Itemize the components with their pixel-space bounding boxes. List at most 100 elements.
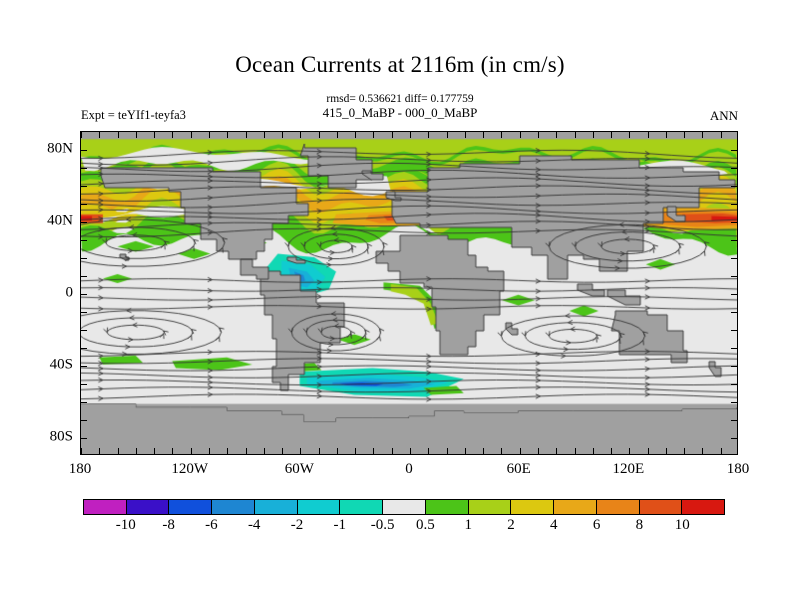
- colorbar-segment: [212, 500, 255, 514]
- colorbar-segment: [639, 500, 683, 514]
- x-axis-tick: [99, 132, 101, 138]
- x-axis-tick: [428, 132, 430, 138]
- colorbar-tick-label: 10: [674, 517, 690, 533]
- x-axis-tick-label: 60W: [284, 461, 314, 477]
- x-axis-tick: [665, 448, 667, 454]
- statistics-label: rmsd= 0.536621 diff= 0.177759: [326, 93, 474, 105]
- colorbar-tick-label: -10: [115, 517, 136, 533]
- x-axis-tick: [263, 448, 265, 454]
- x-axis-tick: [501, 448, 503, 454]
- y-axis-tick: [81, 150, 87, 151]
- x-axis-tick: [702, 448, 704, 454]
- y-axis-tick: [81, 402, 87, 403]
- x-axis-tick: [519, 132, 521, 138]
- colorbar-segment: [340, 500, 384, 514]
- y-axis-tick: [731, 204, 737, 205]
- y-axis-tick: [731, 402, 737, 403]
- x-axis-tick: [245, 448, 247, 454]
- x-axis-tick: [391, 448, 393, 454]
- colorbar-segment: [554, 500, 597, 514]
- y-axis-tick: [731, 438, 737, 439]
- y-axis-tick: [731, 420, 737, 421]
- colorbar-segment: [596, 500, 640, 514]
- y-axis-tick: [81, 276, 87, 277]
- x-axis-tick: [208, 448, 210, 454]
- x-axis-tick: [720, 448, 722, 454]
- x-axis-tick: [135, 448, 137, 454]
- x-axis-tick: [172, 132, 174, 138]
- y-axis-tick: [81, 258, 87, 259]
- x-axis-tick-label: 180: [68, 461, 92, 477]
- x-axis-tick: [574, 448, 576, 454]
- x-axis-tick: [537, 448, 539, 454]
- x-axis-tick: [501, 132, 503, 138]
- x-axis-tick: [592, 132, 594, 138]
- y-axis-tick: [81, 204, 87, 205]
- x-axis-tick: [684, 448, 686, 454]
- colorbar-tick-label: 0.5: [416, 517, 435, 533]
- x-axis-tick: [81, 448, 82, 454]
- x-axis-tick: [574, 132, 576, 138]
- x-axis-tick: [355, 448, 357, 454]
- y-axis-tick: [731, 366, 737, 367]
- x-axis-tick: [464, 448, 466, 454]
- x-axis-tick: [391, 132, 393, 138]
- x-axis-tick: [611, 132, 613, 138]
- y-axis-tick: [731, 384, 737, 385]
- colorbar-tick-label: -2: [290, 517, 304, 533]
- x-axis-tick-label: 0: [405, 461, 413, 477]
- x-axis-tick: [647, 448, 649, 454]
- x-axis-tick: [190, 132, 192, 138]
- colorbar-segment: [84, 500, 127, 514]
- x-axis-tick: [373, 132, 375, 138]
- x-axis-tick-label: 120E: [612, 461, 645, 477]
- case-label: 415_0_MaBP - 000_0_MaBP: [322, 105, 478, 120]
- x-axis-tick: [282, 448, 284, 454]
- y-axis-tick: [81, 168, 87, 169]
- y-axis-tick: [81, 186, 87, 187]
- colorbar-segment: [511, 500, 555, 514]
- y-axis-tick: [81, 348, 87, 349]
- colorbar: [83, 499, 725, 515]
- x-axis-tick: [318, 448, 320, 454]
- x-axis-tick: [464, 132, 466, 138]
- season-label: ANN: [709, 108, 738, 123]
- y-axis-tick: [731, 348, 737, 349]
- colorbar-tick-label: -6: [205, 517, 218, 533]
- page-title: Ocean Currents at 2116m (in cm/s): [235, 52, 565, 77]
- y-axis-tick: [731, 330, 737, 331]
- x-axis-tick: [483, 132, 485, 138]
- colorbar-tick-label: -8: [162, 517, 175, 533]
- x-axis-tick: [629, 448, 631, 454]
- x-axis-tick: [373, 448, 375, 454]
- x-axis-tick-label: 120W: [171, 461, 208, 477]
- y-axis-tick: [731, 294, 737, 295]
- x-axis-tick: [720, 132, 722, 138]
- x-axis-tick: [117, 448, 119, 454]
- colorbar-segment: [383, 500, 426, 514]
- colorbar-segment: [169, 500, 213, 514]
- x-axis-tick: [410, 448, 411, 454]
- x-axis-tick: [190, 448, 192, 454]
- x-axis-tick: [702, 132, 704, 138]
- x-axis-tick: [336, 448, 338, 454]
- x-axis-tick: [483, 448, 485, 454]
- x-axis-tick: [665, 132, 667, 138]
- colorbar-tick-label: 6: [592, 517, 601, 533]
- y-axis-tick: [731, 276, 737, 277]
- y-axis-tick: [731, 186, 737, 187]
- y-axis-tick: [731, 168, 737, 169]
- x-axis-tick: [227, 448, 229, 454]
- colorbar-segment: [126, 500, 170, 514]
- y-axis-tick: [81, 366, 87, 367]
- y-axis-tick: [731, 240, 737, 241]
- experiment-label: Expt = teYIf1-teyfa3: [81, 108, 186, 122]
- y-axis-tick: [731, 222, 737, 223]
- y-axis-tick-label: 80S: [49, 428, 73, 445]
- y-axis-tick: [81, 420, 87, 421]
- x-axis-tick: [537, 132, 539, 138]
- x-axis-tick-label: 180: [726, 461, 750, 477]
- y-axis-tick: [81, 438, 87, 439]
- y-axis-tick: [81, 312, 87, 313]
- x-axis-tick: [117, 132, 119, 138]
